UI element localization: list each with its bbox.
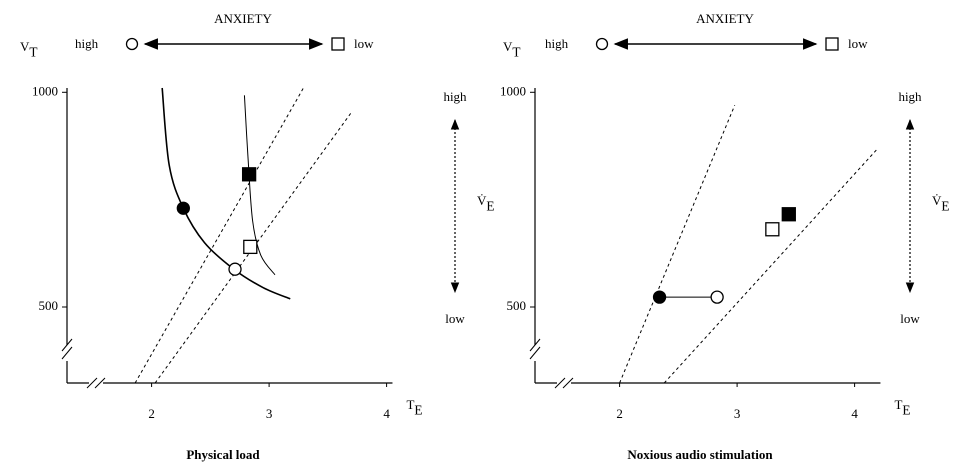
x-tick-label: 4	[851, 406, 858, 421]
annotation: low	[445, 311, 465, 326]
x-axis-label-sub: E	[902, 403, 910, 418]
y-tick-label: 1000	[32, 83, 58, 98]
axis-break	[529, 346, 541, 360]
y-axis-label: VT	[503, 39, 521, 60]
y-axis-label-sub: T	[512, 45, 520, 60]
legend-marker	[125, 37, 139, 51]
annotation: low	[900, 311, 920, 326]
y-axis-label-main: V	[20, 39, 30, 54]
axis-break	[86, 377, 98, 389]
x-axis-label-main: T	[894, 397, 902, 412]
annotation: high	[443, 89, 467, 104]
annotation: high	[75, 36, 99, 51]
x-axis-label-sub: E	[414, 403, 422, 418]
x-axis-label-main: T	[406, 397, 414, 412]
dashed-line	[663, 147, 879, 384]
data-point	[781, 207, 796, 222]
annotation: high	[898, 89, 922, 104]
annotation-main: V̇	[932, 193, 942, 208]
annotation: ANXIETY	[696, 11, 754, 26]
annotation-sub: E	[941, 199, 949, 214]
annotation: V̇E	[932, 193, 950, 214]
dashed-line	[154, 112, 352, 384]
y-axis-label-main: V	[503, 39, 513, 54]
dashed-line	[619, 104, 736, 384]
y-axis-label: VT	[20, 39, 38, 60]
data-point	[228, 262, 242, 276]
data-point	[176, 201, 190, 215]
axis-break	[562, 377, 574, 389]
y-tick-label: 500	[507, 298, 527, 313]
chart-title: Noxious audio stimulation	[627, 447, 773, 462]
data-point	[652, 290, 667, 304]
axis-break	[554, 377, 566, 389]
annotation-main: V̇	[477, 193, 487, 208]
axis-break	[61, 346, 73, 360]
x-tick-label: 3	[734, 406, 741, 421]
data-point	[765, 222, 780, 237]
chart-title: Physical load	[186, 447, 260, 462]
annotation-sub: E	[486, 199, 494, 214]
y-axis-label-sub: T	[29, 45, 37, 60]
x-axis-label: TE	[406, 397, 422, 418]
y-tick-label: 1000	[500, 83, 526, 98]
axis-break	[529, 338, 541, 352]
legend-marker	[331, 37, 345, 51]
legend-marker	[595, 37, 609, 51]
x-tick-label: 2	[616, 406, 623, 421]
annotation: low	[848, 36, 868, 51]
curve	[161, 87, 291, 300]
x-axis-label: TE	[894, 397, 910, 418]
annotation: V̇E	[477, 193, 495, 214]
x-tick-label: 2	[148, 406, 155, 421]
data-point	[243, 239, 258, 255]
annotation: high	[545, 36, 569, 51]
x-tick-label: 4	[383, 406, 390, 421]
annotation: low	[354, 36, 374, 51]
data-point	[241, 167, 257, 182]
axis-break	[61, 338, 73, 352]
y-tick-label: 500	[39, 298, 59, 313]
axis-break	[94, 377, 106, 389]
curve	[243, 95, 276, 276]
legend-marker	[825, 37, 839, 51]
dashed-line	[134, 88, 304, 384]
annotation: ANXIETY	[214, 11, 272, 26]
data-point	[710, 290, 724, 304]
x-tick-label: 3	[266, 406, 273, 421]
